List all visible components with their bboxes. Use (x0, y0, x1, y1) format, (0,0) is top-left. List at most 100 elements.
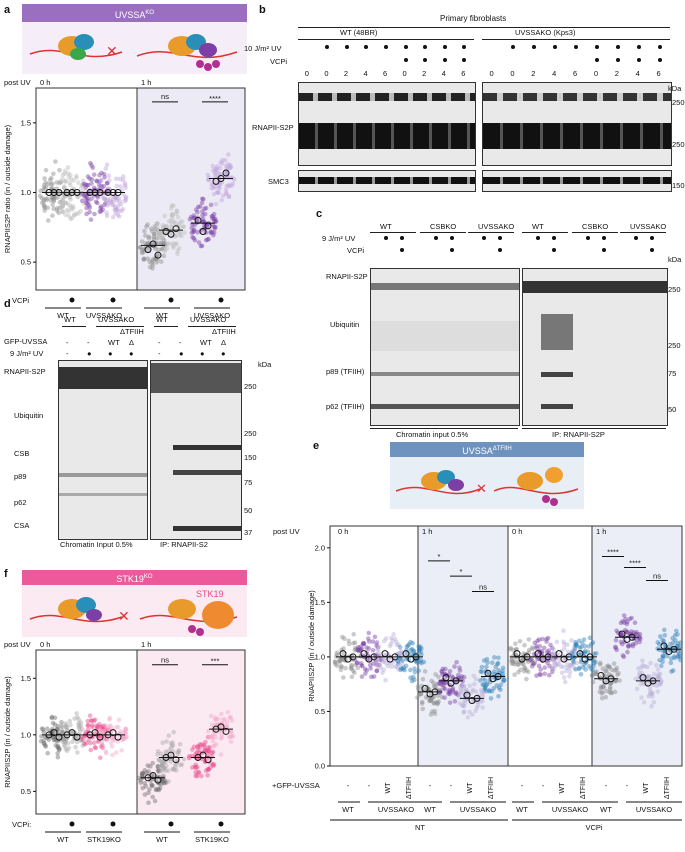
e-swarm-2-2 (549, 628, 580, 685)
d-blot-input (58, 360, 148, 540)
e-1-3-rep (484, 669, 492, 677)
a-swarm-vcpi-3 (205, 152, 237, 207)
f-group-label: STK19KO (195, 835, 229, 844)
f3-rep (199, 751, 207, 759)
f-header: STK19KO (22, 570, 247, 585)
c-vcpi-dot (450, 248, 454, 252)
panel-f-letter: f (4, 568, 8, 580)
d-gfp-mark: Δ (129, 338, 135, 347)
e-lane-mark: - (368, 781, 371, 790)
c-vcpi-dot (498, 248, 502, 252)
e-1-1-rep (442, 674, 450, 682)
d-kda-150: 150 (244, 453, 257, 462)
e-2-1-rep (544, 653, 552, 661)
c-uv-dot (602, 236, 606, 240)
a6-rep (199, 227, 207, 235)
d-band-p89: p89 (14, 472, 27, 481)
c-uv-dot (384, 236, 388, 240)
c-uv-dot (498, 236, 502, 240)
fv0-rep (68, 729, 76, 737)
e-3-0-rep (597, 671, 605, 679)
f-ytick: 0.5 (21, 787, 31, 796)
b-timepoint: 2 (343, 69, 349, 78)
a-group-label: UVSSAKO (86, 311, 122, 320)
e-0-3-rep (412, 653, 420, 661)
d-band-csb: CSB (14, 449, 30, 458)
e-time: 0 h (338, 527, 348, 536)
a-time0: 0 h (40, 78, 51, 87)
b-timepoint: 0 (304, 69, 309, 78)
f-vcpi-dot (69, 821, 75, 827)
f-group-label: WT (156, 835, 168, 844)
b-timepoint: 2 (614, 69, 619, 78)
c-band-p62: p62 (TFIIH) (326, 402, 365, 411)
b-timepoint: 0 (593, 69, 599, 78)
b-uv-dot (423, 45, 428, 49)
e-3-3-rep (660, 642, 668, 650)
c-lane-rule (522, 232, 568, 233)
panel-a-letter: a (4, 4, 11, 16)
e-lane-mark: - (542, 781, 545, 790)
c-lane-group: WT (532, 222, 544, 231)
a-vcpi-dot (168, 297, 174, 303)
a-sig-stars: **** (209, 94, 221, 103)
f-1h-bg (136, 649, 246, 815)
f1-rep (91, 729, 99, 737)
b-ko-label: UVSSAKO (Kps3) (515, 28, 576, 37)
c-foot-ip: IP: RNAPII-S2P (552, 430, 605, 439)
a-time1: 1 h (141, 78, 152, 87)
c-lane-rule (620, 232, 666, 233)
e-swarm-3-1 (613, 613, 643, 660)
e-3-1-rep (618, 630, 626, 638)
e-group-ko: UVSSAKO (552, 805, 588, 814)
d-lane-rule (188, 326, 236, 327)
d-delta: ΔTFIIH (212, 327, 236, 336)
d-band-p62: p62 (14, 498, 27, 507)
a7-rep (217, 175, 225, 183)
b-timepoint: 6 (656, 69, 661, 78)
f2-rep (149, 772, 157, 780)
c-uv-dot (650, 236, 654, 240)
fv1-rep (114, 733, 122, 741)
b-timepoint: 4 (635, 69, 640, 78)
b-vcpi-dot (657, 58, 662, 62)
e-0-0-rep (339, 650, 347, 658)
e-sig: * (438, 552, 441, 561)
f-header-sup: KO (143, 574, 153, 580)
a-ytick: 1.0 (21, 188, 31, 197)
c-uv-dot (536, 236, 540, 240)
d-gfp-mark: WT (108, 338, 120, 347)
b-uv-dot (615, 45, 620, 49)
panel-c-letter: c (316, 208, 323, 220)
e-group-wt: WT (600, 805, 612, 814)
e-time: 0 h (512, 527, 522, 536)
e-2-0-rep (523, 653, 531, 661)
c-uv-dot (434, 236, 438, 240)
f-post-uv: post UV (4, 640, 31, 649)
b-uv-dot (442, 45, 447, 49)
d-kda-250b: 250 (244, 429, 257, 438)
b-uv-dot (553, 45, 558, 49)
c-vcpi-dot (602, 248, 606, 252)
e-0-2-rep (381, 650, 389, 658)
f-sig-stars: *** (211, 657, 220, 666)
a2-rep (86, 188, 94, 196)
e-lane-mark: WT (643, 782, 650, 794)
b-blot-wt (298, 82, 476, 166)
e-sig: ns (479, 582, 487, 591)
e-lane-mark: - (347, 781, 350, 790)
e-sig: **** (607, 548, 619, 557)
b-uv-dot (384, 45, 388, 49)
a-dotplot: 0.5 1.0 1.5 RNAPIIS2P ratio (in / outside d… (3, 87, 246, 320)
c-vcpi-label: VCPi (347, 246, 365, 255)
b-blot-smc3-ko (482, 170, 672, 192)
e-group-ko: UVSSAKO (636, 805, 672, 814)
c-lane-group: CSBKO (430, 222, 457, 231)
e-sig: ns (653, 572, 661, 581)
a-sig-ns: ns (161, 92, 169, 101)
a0-rep (50, 188, 58, 196)
f-stk19-label: STK19 (196, 589, 224, 599)
e-lane-mark: ΔTFIIH (406, 777, 413, 799)
b-uv-dot (344, 45, 349, 49)
c-lane-rule (468, 232, 514, 233)
